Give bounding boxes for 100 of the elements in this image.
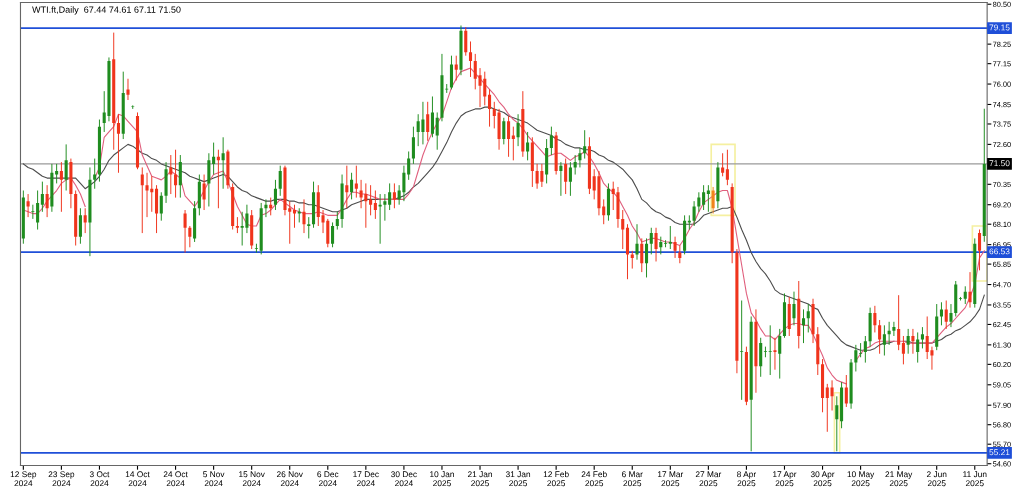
candlestick	[635, 223, 639, 261]
candlestick	[564, 158, 568, 195]
candlestick	[901, 335, 905, 365]
x-tick-label: 21 Jan 2025	[467, 471, 492, 487]
candlestick	[26, 193, 30, 218]
ref-line-label: 71.50	[989, 160, 1010, 167]
candlestick	[654, 227, 658, 262]
candlestick	[178, 154, 182, 199]
candlestick	[93, 158, 97, 190]
candlestick	[507, 115, 511, 158]
candlestick	[944, 300, 948, 330]
candlestick	[759, 337, 763, 378]
candlestick	[873, 305, 877, 333]
candlestick	[140, 166, 144, 234]
candlestick	[977, 229, 982, 271]
candlestick	[388, 182, 392, 211]
candlestick	[183, 209, 187, 254]
candlestick	[421, 101, 425, 145]
candlestick	[830, 379, 834, 411]
x-tick-label: 6 Dec 2024	[317, 471, 339, 487]
x-tick-label: 14 Oct 2024	[125, 471, 150, 487]
x-tick-label: 15 Nov 2024	[239, 471, 265, 487]
candlestick	[331, 221, 335, 248]
candlestick	[392, 182, 396, 209]
candlestick	[350, 172, 354, 200]
x-tick-label: 31 Jan 2025	[505, 471, 531, 487]
candlestick	[59, 161, 63, 213]
x-tick-label: 27 Mar 2025	[695, 471, 722, 487]
candlestick	[778, 328, 782, 380]
candlestick	[45, 184, 49, 218]
candlestick	[568, 161, 572, 197]
ref-line-label: 66.53	[989, 248, 1010, 255]
candlestick	[364, 182, 368, 229]
candlestick	[492, 101, 496, 129]
candlestick	[958, 296, 963, 301]
candlestick	[573, 154, 577, 176]
candlestick	[825, 383, 829, 433]
x-tick-label: 11 Jun 2025	[963, 471, 987, 487]
candlestick	[64, 143, 68, 191]
candlestick	[369, 184, 373, 216]
candlestick	[773, 337, 777, 371]
candlestick	[535, 163, 539, 190]
candlestick	[487, 88, 492, 128]
candlestick	[345, 165, 349, 209]
candlestick	[373, 190, 377, 220]
candlestick	[449, 55, 454, 90]
candlestick	[502, 117, 506, 145]
candlestick	[516, 113, 520, 147]
candlestick	[916, 331, 920, 364]
candlestick	[925, 315, 929, 360]
candlestick	[892, 321, 896, 337]
candlestick	[559, 161, 563, 197]
candlestick	[212, 142, 216, 176]
candlestick	[644, 237, 649, 278]
x-tick-label: 30 Dec 2024	[391, 471, 417, 487]
candlestick	[174, 149, 178, 199]
candlestick	[126, 78, 130, 101]
candlestick	[202, 174, 206, 211]
candlestick	[792, 291, 796, 326]
candlestick	[911, 328, 915, 355]
candlestick	[854, 344, 858, 372]
candlestick	[844, 374, 848, 408]
candlestick	[740, 300, 744, 401]
candlestick	[721, 152, 725, 177]
candlestick	[806, 303, 810, 333]
candlestick	[464, 26, 468, 57]
candlestick	[702, 184, 706, 211]
candlestick	[673, 236, 677, 259]
candlestick	[763, 346, 767, 358]
candlestick	[725, 149, 729, 186]
candlestick	[454, 55, 458, 81]
candlestick	[354, 165, 358, 199]
candlestick	[240, 211, 244, 246]
candlestick	[145, 172, 149, 218]
candlestick	[897, 294, 901, 351]
candlestick	[83, 207, 87, 234]
x-tick-label: 24 Oct 2024	[163, 471, 188, 487]
candlestick	[307, 216, 311, 239]
candlestick	[768, 324, 772, 376]
candlestick	[278, 165, 282, 197]
candlestick	[878, 319, 882, 355]
candlestick	[649, 227, 653, 255]
x-tick-label: 21 May 2025	[885, 471, 913, 487]
candlestick	[540, 163, 544, 188]
candlestick	[359, 179, 363, 209]
candlestick	[221, 136, 225, 190]
candlestick	[920, 326, 924, 349]
candlestick	[711, 186, 715, 215]
x-tick-label: 23 Sep 2024	[48, 471, 75, 487]
candlestick	[801, 308, 806, 344]
candlestick	[906, 328, 910, 355]
x-tick-label: 12 Feb 2025	[543, 471, 569, 487]
x-tick-label: 17 Apr 2025	[773, 471, 797, 487]
x-tick-label: 6 Mar 2025	[622, 471, 643, 487]
ref-line-label: 79.15	[989, 24, 1010, 31]
candlestick	[583, 129, 587, 160]
candlestick	[273, 179, 278, 211]
x-tick-label: 12 Sep 2024	[10, 471, 37, 487]
x-tick-label: 10 May 2025	[847, 471, 875, 487]
candlestick	[207, 152, 211, 207]
